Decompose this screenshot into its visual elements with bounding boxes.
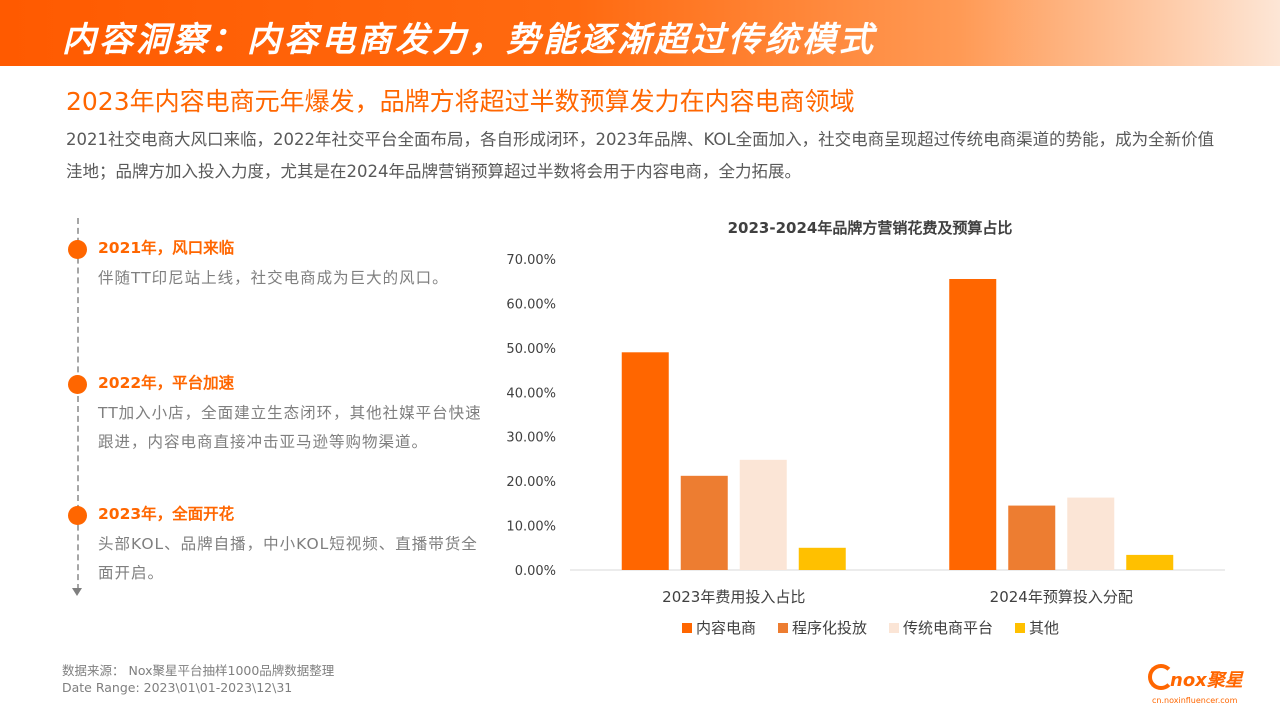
chart-title: 2023-2024年品牌方营销花费及预算占比 [728, 219, 1013, 237]
logo-ring-icon [1148, 664, 1174, 690]
y-tick-label: 40.00% [506, 386, 556, 401]
y-tick-label: 60.00% [506, 297, 556, 312]
legend-swatch [778, 623, 788, 633]
y-tick-label: 70.00% [506, 253, 556, 268]
bar-4-2 [1126, 554, 1174, 570]
timeline-text: 伴随TT印尼站上线，社交电商成为巨大的风口。 [98, 269, 449, 287]
legend-label: 传统电商平台 [903, 619, 993, 637]
bar-3-2 [1067, 497, 1115, 570]
bar-chart: 2023-2024年品牌方营销花费及预算占比 0.00% 10.00% 20.00% 3… [506, 219, 1225, 637]
data-source: 数据来源： Nox聚星平台抽样1000品牌数据整理 Date Range: 20… [62, 662, 334, 696]
date-range-line: Date Range: 2023\01\01-2023\12\31 [62, 680, 293, 695]
legend-swatch [1015, 623, 1025, 633]
y-tick-label: 20.00% [506, 475, 556, 490]
legend-label: 其他 [1029, 619, 1059, 637]
legend-swatch [889, 623, 899, 633]
timeline-heading: 2023年，全面开花 [98, 505, 235, 523]
timeline-arrow-icon [72, 588, 82, 596]
nox-logo: nox聚星 cn.noxinfluencer.com [1148, 660, 1248, 710]
timeline-heading: 2022年，平台加速 [98, 374, 235, 392]
x-category-label: 2023年费用投入占比 [662, 588, 805, 606]
y-tick-label: 50.00% [506, 342, 556, 357]
timeline-dot-icon [68, 240, 87, 259]
bar-4-1 [798, 547, 846, 570]
timeline-text: 头部KOL、品牌自播，中小KOL短视频、直播带货全面开启。 [98, 535, 478, 582]
y-tick-label: 10.00% [506, 520, 556, 535]
logo-url: cn.noxinfluencer.com [1152, 696, 1238, 705]
bar-3-1 [739, 459, 787, 570]
bar-2-1 [680, 475, 728, 570]
headline: 2023年内容电商元年爆发，品牌方将超过半数预算发力在内容电商领域 [66, 87, 855, 116]
title-bar: 内容洞察：内容电商发力，势能逐渐超过传统模式 [0, 0, 1280, 66]
bar-2-2 [1008, 505, 1056, 570]
bar-1-1 [621, 352, 669, 570]
timeline-line [77, 218, 79, 590]
bar-1-2 [949, 278, 997, 570]
y-tick-label: 30.00% [506, 431, 556, 446]
source-line: 数据来源： Nox聚星平台抽样1000品牌数据整理 [62, 663, 335, 678]
x-category-label: 2024年预算投入分配 [990, 588, 1133, 606]
y-tick-label: 0.00% [515, 564, 556, 579]
timeline-text: TT加入小店，全面建立生态闭环，其他社媒平台快速跟进，内容电商直接冲击亚马逊等购… [98, 404, 482, 451]
legend-label: 内容电商 [696, 619, 756, 637]
logo-word: nox聚星 [1170, 670, 1243, 691]
timeline-dot-icon [68, 506, 87, 525]
timeline-dot-icon [68, 375, 87, 394]
timeline-heading: 2021年，风口来临 [98, 239, 235, 257]
legend-swatch [682, 623, 692, 633]
page-title: 内容洞察：内容电商发力，势能逐渐超过传统模式 [62, 20, 876, 60]
legend-label: 程序化投放 [792, 619, 867, 637]
intro-paragraph: 2021社交电商大风口来临，2022年社交平台全面布局，各自形成闭环，2023年… [66, 130, 1215, 181]
